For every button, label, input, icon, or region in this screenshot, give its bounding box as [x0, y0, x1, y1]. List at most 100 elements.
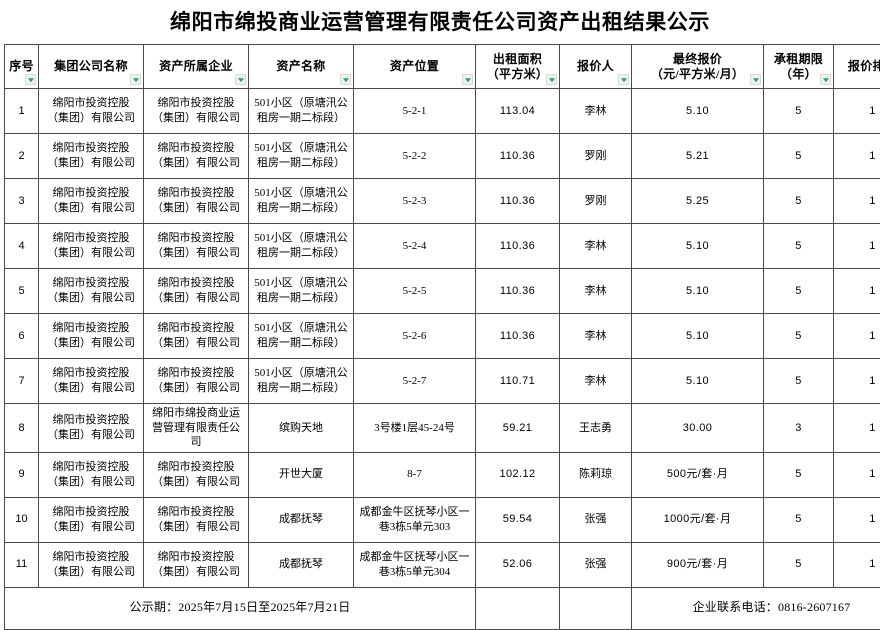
- cell-bidder: 张强: [560, 497, 632, 542]
- cell-group: 绵阳市投资控股（集团）有限公司: [39, 404, 144, 453]
- cell-rank: 1: [834, 497, 880, 542]
- cell-location: 3号楼1层45-24号: [354, 404, 476, 453]
- cell-owner: 绵阳市绵投商业运营管理有限责任公司: [144, 404, 249, 453]
- asset-lease-results-table: 序号 集团公司名称 资产所属企业 资产名称: [4, 44, 880, 630]
- column-header-rank[interactable]: 报价排名: [834, 45, 880, 89]
- filter-dropdown-icon[interactable]: [618, 74, 629, 85]
- cell-group: 绵阳市投资控股（集团）有限公司: [39, 179, 144, 224]
- title-band: 绵阳市绵投商业运营管理有限责任公司资产出租结果公示: [0, 0, 880, 44]
- cell-asset: 501小区（原塘汛公租房一期二标段）: [249, 224, 354, 269]
- column-header-group-line1: 集团公司名称: [41, 59, 141, 74]
- cell-asset: 501小区（原塘汛公租房一期二标段）: [249, 359, 354, 404]
- cell-area: 110.71: [476, 359, 560, 404]
- cell-group: 绵阳市投资控股（集团）有限公司: [39, 89, 144, 134]
- column-header-price-line2: （元/平方米/月）: [634, 67, 761, 82]
- cell-asset: 501小区（原塘汛公租房一期二标段）: [249, 269, 354, 314]
- cell-price: 30.00: [632, 404, 764, 453]
- cell-index: 3: [5, 179, 39, 224]
- cell-price: 5.10: [632, 224, 764, 269]
- column-header-price[interactable]: 最终报价 （元/平方米/月）: [632, 45, 764, 89]
- cell-bidder: 王志勇: [560, 404, 632, 453]
- cell-term: 3: [764, 404, 834, 453]
- cell-price: 900元/套·月: [632, 542, 764, 587]
- column-header-price-line1: 最终报价: [634, 52, 761, 67]
- cell-index: 6: [5, 314, 39, 359]
- filter-dropdown-icon[interactable]: [462, 74, 473, 85]
- cell-group: 绵阳市投资控股（集团）有限公司: [39, 224, 144, 269]
- cell-owner: 绵阳市投资控股（集团）有限公司: [144, 542, 249, 587]
- cell-index: 1: [5, 89, 39, 134]
- cell-area: 110.36: [476, 179, 560, 224]
- cell-group: 绵阳市投资控股（集团）有限公司: [39, 359, 144, 404]
- cell-group: 绵阳市投资控股（集团）有限公司: [39, 542, 144, 587]
- filter-dropdown-icon[interactable]: [235, 74, 246, 85]
- contact-phone-cell: 企业联系电话：0816-2607167: [632, 587, 880, 629]
- table-footer: 公示期：2025年7月15日至2025年7月21日 企业联系电话：0816-26…: [5, 587, 880, 629]
- cell-rank: 1: [834, 89, 880, 134]
- column-header-owner[interactable]: 资产所属企业: [144, 45, 249, 89]
- cell-term: 5: [764, 497, 834, 542]
- cell-rank: 1: [834, 359, 880, 404]
- cell-bidder: 李林: [560, 224, 632, 269]
- cell-area: 59.54: [476, 497, 560, 542]
- cell-index: 7: [5, 359, 39, 404]
- cell-owner: 绵阳市投资控股（集团）有限公司: [144, 497, 249, 542]
- cell-index: 5: [5, 269, 39, 314]
- cell-index: 10: [5, 497, 39, 542]
- filter-dropdown-icon[interactable]: [750, 74, 761, 85]
- filter-dropdown-icon[interactable]: [25, 74, 36, 85]
- cell-owner: 绵阳市投资控股（集团）有限公司: [144, 224, 249, 269]
- cell-group: 绵阳市投资控股（集团）有限公司: [39, 269, 144, 314]
- footer-blank-cell-bidder: [560, 587, 632, 629]
- page-title: 绵阳市绵投商业运营管理有限责任公司资产出租结果公示: [170, 11, 710, 34]
- column-header-group[interactable]: 集团公司名称: [39, 45, 144, 89]
- cell-index: 4: [5, 224, 39, 269]
- table-header: 序号 集团公司名称 资产所属企业 资产名称: [5, 45, 880, 89]
- column-header-rank-line1: 报价排名: [836, 59, 880, 74]
- filter-dropdown-icon[interactable]: [820, 74, 831, 85]
- cell-asset: 501小区（原塘汛公租房一期二标段）: [249, 179, 354, 224]
- cell-rank: 1: [834, 224, 880, 269]
- cell-price: 5.21: [632, 134, 764, 179]
- filter-dropdown-icon[interactable]: [130, 74, 141, 85]
- footer-row: 公示期：2025年7月15日至2025年7月21日 企业联系电话：0816-26…: [5, 587, 880, 629]
- cell-location: 5-2-1: [354, 89, 476, 134]
- column-header-term-line1: 承租期限: [766, 52, 831, 67]
- cell-location: 成都金牛区抚琴小区一巷3栋5单元303: [354, 497, 476, 542]
- cell-bidder: 罗刚: [560, 179, 632, 224]
- cell-area: 110.36: [476, 224, 560, 269]
- filter-dropdown-icon[interactable]: [546, 74, 557, 85]
- column-header-bidder-line1: 报价人: [562, 59, 629, 74]
- cell-location: 5-2-4: [354, 224, 476, 269]
- column-header-location[interactable]: 资产位置: [354, 45, 476, 89]
- column-header-bidder[interactable]: 报价人: [560, 45, 632, 89]
- column-header-area[interactable]: 出租面积 （平方米）: [476, 45, 560, 89]
- cell-term: 5: [764, 134, 834, 179]
- column-header-asset[interactable]: 资产名称: [249, 45, 354, 89]
- cell-index: 8: [5, 404, 39, 453]
- cell-rank: 1: [834, 404, 880, 453]
- cell-area: 113.04: [476, 89, 560, 134]
- cell-location: 5-2-3: [354, 179, 476, 224]
- cell-owner: 绵阳市投资控股（集团）有限公司: [144, 179, 249, 224]
- cell-asset: 501小区（原塘汛公租房一期二标段）: [249, 314, 354, 359]
- column-header-location-line1: 资产位置: [356, 59, 473, 74]
- column-header-term[interactable]: 承租期限 （年）: [764, 45, 834, 89]
- filter-dropdown-icon[interactable]: [340, 74, 351, 85]
- cell-rank: 1: [834, 134, 880, 179]
- cell-rank: 1: [834, 269, 880, 314]
- cell-term: 5: [764, 224, 834, 269]
- cell-owner: 绵阳市投资控股（集团）有限公司: [144, 314, 249, 359]
- column-header-index[interactable]: 序号: [5, 45, 39, 89]
- cell-price: 5.25: [632, 179, 764, 224]
- cell-price: 5.10: [632, 89, 764, 134]
- cell-area: 110.36: [476, 134, 560, 179]
- cell-term: 5: [764, 89, 834, 134]
